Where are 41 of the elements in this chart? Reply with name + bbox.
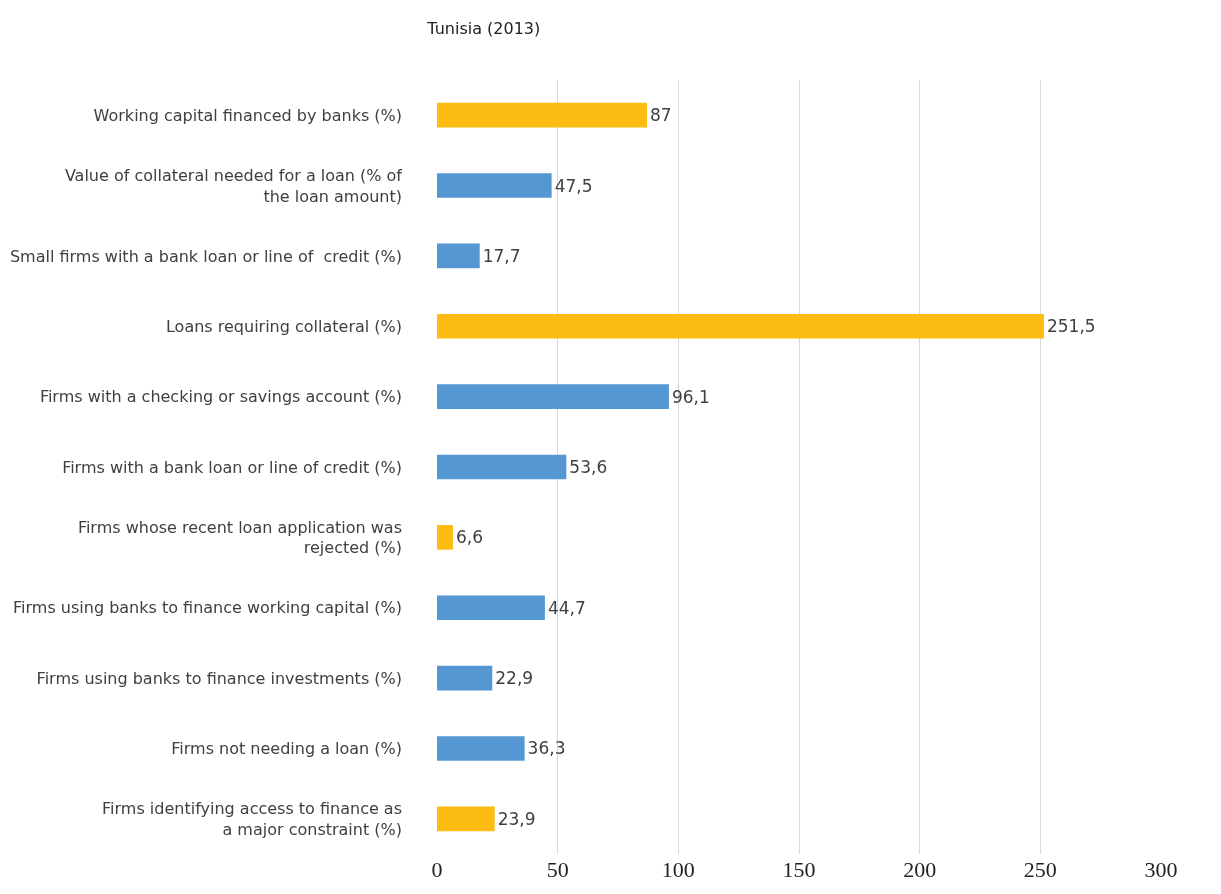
x-tick-label: 0 [431, 857, 443, 882]
x-tick-label: 250 [1023, 857, 1057, 882]
y-tick-label: Firms using banks to finance working capital (%) [13, 598, 402, 618]
bar [437, 595, 545, 621]
bar [437, 736, 525, 761]
x-tick-label: 150 [782, 857, 816, 882]
bar [437, 454, 567, 480]
data-label: 6,6 [455, 527, 483, 548]
data-label: 36,3 [527, 738, 566, 759]
bar [437, 313, 1044, 339]
y-tick-label: Small firms with a bank loan or line of credit (%) [9, 246, 402, 266]
bar [437, 806, 495, 832]
data-label: 47,5 [554, 175, 593, 196]
data-label: 22,9 [495, 668, 534, 689]
y-tick-label: Firms using banks to finance investments (%) [36, 668, 402, 688]
data-label: 87 [649, 105, 672, 126]
bar [437, 173, 552, 198]
bar [437, 525, 453, 550]
data-label: 23,9 [497, 808, 536, 829]
x-tick-label: 300 [1144, 857, 1178, 882]
y-tick-label: Firms not needing a loan (%) [171, 739, 402, 759]
y-tick-label: Firms with a checking or savings account (%) [39, 387, 402, 407]
x-tick-label: 200 [903, 857, 937, 882]
data-label: 44,7 [547, 597, 586, 618]
data-label: 251,5 [1046, 316, 1096, 337]
bar [437, 243, 480, 269]
y-tick-label: Firms whose recent loan application was rejected (%) [77, 517, 402, 558]
data-label: 96,1 [671, 386, 710, 407]
y-tick-label: Firms with a bank loan or line of credit (%) [62, 457, 402, 477]
bar [437, 665, 493, 691]
chart-title: Tunisia (2013) [426, 18, 541, 38]
bar [437, 384, 669, 409]
x-tick-label: 50 [546, 857, 569, 882]
y-tick-label: Loans requiring collateral (%) [165, 316, 402, 336]
x-tick-label: 100 [661, 857, 695, 882]
data-label: 53,6 [569, 457, 608, 477]
y-tick-label: Value of collateral needed for a loan (% of the loan amount) [64, 165, 403, 206]
y-tick-label: Working capital financed by banks (%) [93, 105, 402, 125]
data-label: 17,7 [482, 245, 521, 266]
bar [437, 102, 647, 128]
y-tick-label: Firms identifying access to finance as a major constraint (%) [102, 799, 402, 839]
